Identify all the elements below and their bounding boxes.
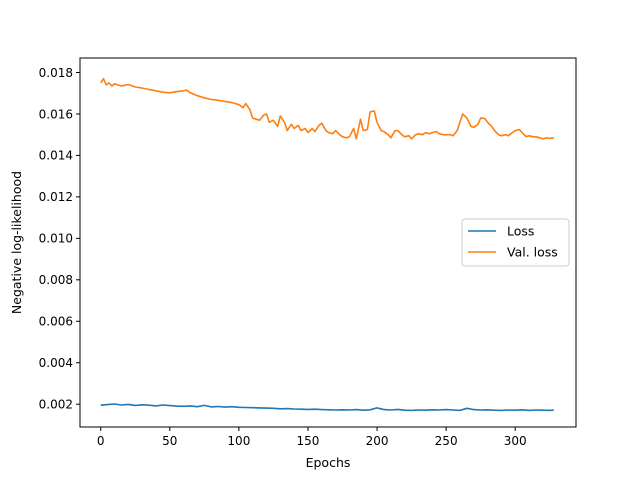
y-axis-label: Negative log-likelihood [9, 171, 24, 314]
x-tick-label: 150 [297, 434, 320, 448]
x-tick-label: 50 [162, 434, 177, 448]
x-tick-label: 100 [227, 434, 250, 448]
y-tick-label: 0.014 [39, 149, 73, 163]
y-tick-label: 0.016 [39, 107, 73, 121]
y-tick-label: 0.002 [39, 397, 73, 411]
x-axis-label: Epochs [306, 455, 351, 470]
y-tick-label: 0.010 [39, 232, 73, 246]
series-layer [100, 77, 555, 412]
legend-label-loss: Loss [507, 224, 534, 239]
legend-label-val-loss: Val. loss [507, 245, 558, 260]
x-tick-label: 200 [366, 434, 389, 448]
series-line-loss [100, 403, 554, 412]
x-tick-label: 300 [504, 434, 527, 448]
x-tick-label: 0 [97, 434, 105, 448]
y-tick-label: 0.012 [39, 190, 73, 204]
y-tick-label: 0.006 [39, 315, 73, 329]
y-axis-ticks: 0.002 0.004 0.006 0.008 0.010 0.012 0.014 0.016… [39, 66, 80, 411]
y-tick-label: 0.008 [39, 273, 73, 287]
y-tick-label: 0.004 [39, 356, 73, 370]
y-tick-label: 0.018 [39, 66, 73, 80]
plot-frame [79, 57, 577, 428]
series-line-val-loss [100, 77, 555, 140]
x-tick-label: 250 [435, 434, 458, 448]
x-axis-ticks: 0 50 100 150 200 250 300 [97, 427, 527, 448]
legend: Loss Val. loss [461, 218, 570, 267]
